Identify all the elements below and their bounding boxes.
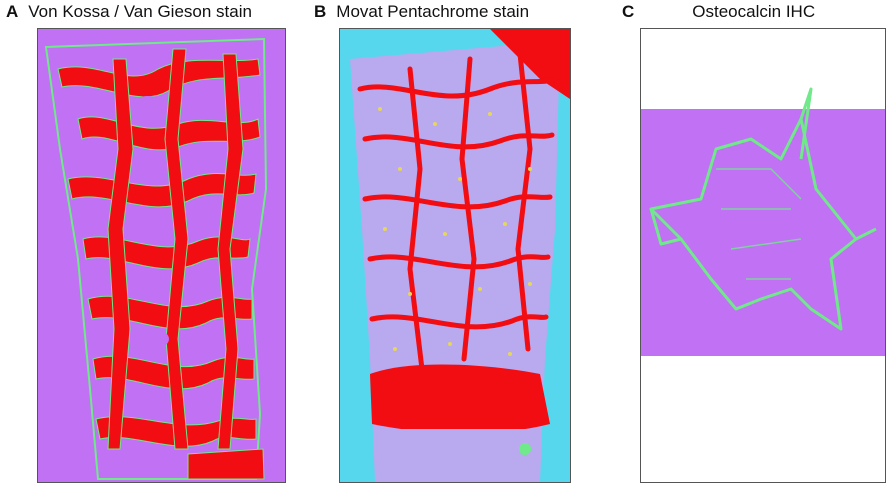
movat-section-image (340, 29, 570, 482)
panel-c-letter: C (622, 2, 635, 21)
panel-b-label: Movat Pentachrome stain (336, 2, 530, 21)
panel-c-title: C Osteocalcin IHC (622, 0, 815, 24)
panel-a-image (37, 28, 286, 483)
panel-b-letter: B (314, 2, 327, 21)
panel-c-image (640, 28, 886, 483)
von-kossa-section-image (38, 29, 285, 482)
panel-c-label: Osteocalcin IHC (692, 2, 816, 21)
panel-a-letter: A (6, 2, 19, 21)
panel-a-title: A Von Kossa / Van Gieson stain (6, 0, 252, 24)
panel-b-image (339, 28, 571, 483)
osteocalcin-section-image (641, 29, 885, 482)
panel-b-title: B Movat Pentachrome stain (314, 0, 529, 24)
panel-a-label: Von Kossa / Van Gieson stain (28, 2, 252, 21)
